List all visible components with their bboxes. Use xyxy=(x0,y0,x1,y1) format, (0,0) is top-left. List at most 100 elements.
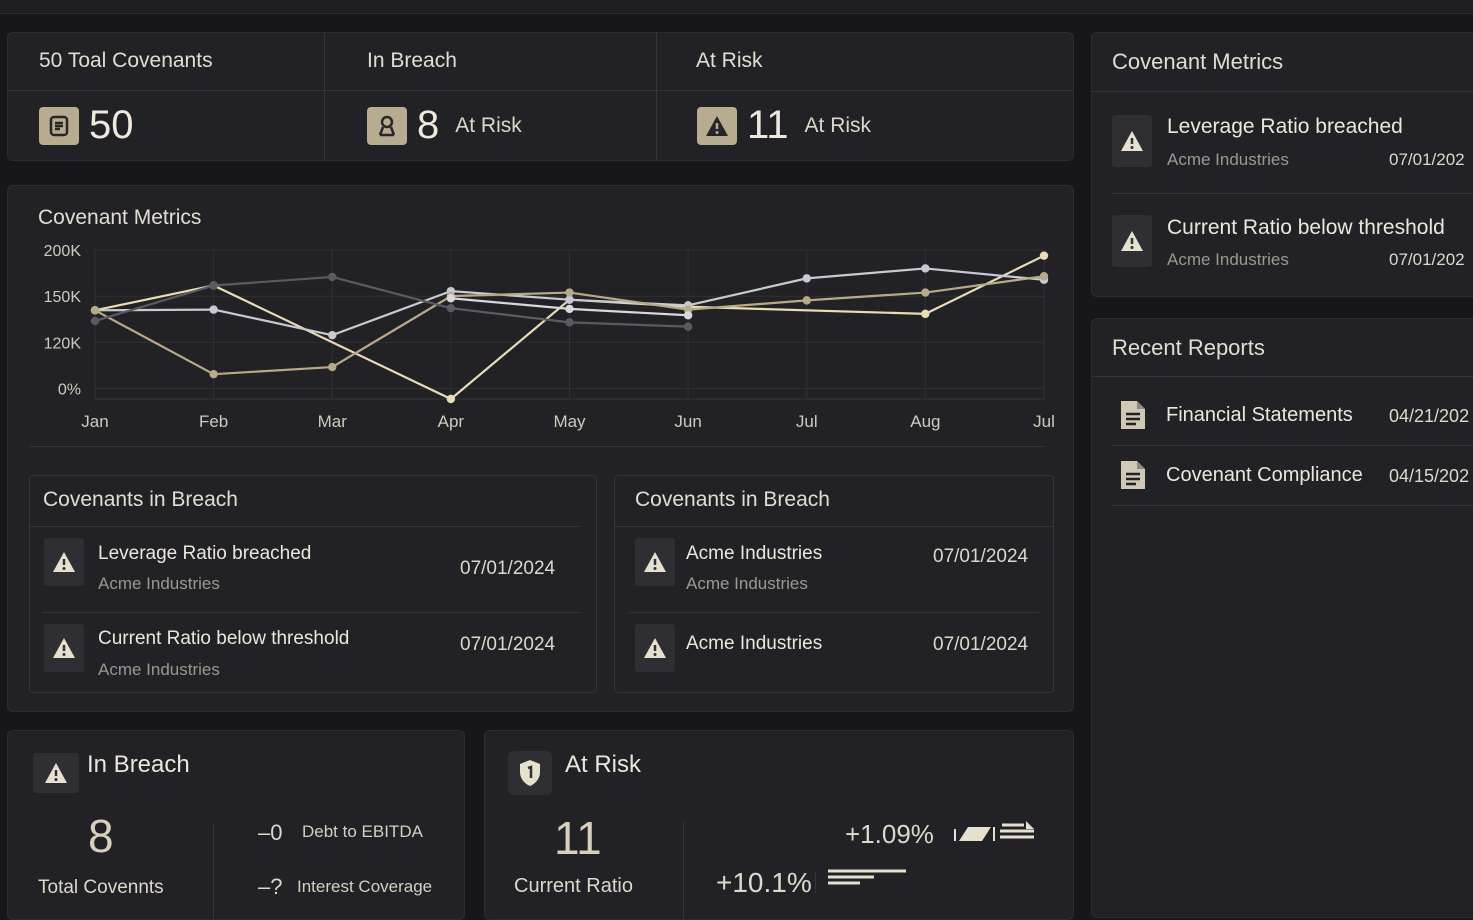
breach-item-company: Acme Industries xyxy=(98,574,220,593)
document-icon xyxy=(1118,459,1148,496)
at-risk-summary-value: 11 xyxy=(554,812,602,864)
at-risk-summary: At Risk 11 Current Ratio +1.09% +10.1% xyxy=(484,730,1074,920)
in-breach-summary-caption: Total Covennts xyxy=(38,877,164,898)
in-breach-value: 8 xyxy=(417,103,440,147)
shield-icon xyxy=(508,751,552,795)
warning-icon xyxy=(44,538,84,586)
breach-item-company: Acme Industries xyxy=(98,660,220,679)
recent-reports-title: Recent Reports xyxy=(1112,335,1265,360)
side-metric-title: Current Ratio below threshold xyxy=(1167,216,1445,239)
warning-badge-icon xyxy=(697,106,737,145)
breach-right-title: Covenants in Breach xyxy=(635,488,830,511)
series-point xyxy=(683,311,693,320)
series-point xyxy=(802,296,811,305)
warning-icon xyxy=(635,538,675,586)
change-b-value: +10.1% xyxy=(716,867,812,898)
covenant-metrics-chart: 200K 150K 120K 0%Jan Feb Mar Apr May Jun Jul Aug Ju… xyxy=(44,243,1055,431)
side-covenant-metrics: Covenant Metrics Leverage Ratio breached… xyxy=(1091,32,1473,297)
series-line xyxy=(94,275,689,328)
x-tick-label: Mar xyxy=(318,412,348,431)
side-metrics-title: Covenant Metrics xyxy=(1112,49,1284,74)
x-tick-label: May xyxy=(553,412,586,431)
recent-reports-panel: Recent Reports Financial Statements 04/2… xyxy=(1091,318,1473,918)
series-point xyxy=(1039,251,1049,260)
at-risk-stat[interactable]: 11 At Risk xyxy=(697,103,871,148)
interest-coverage-label: Interest Coverage xyxy=(297,877,433,896)
at-risk-value: 11 xyxy=(747,103,789,147)
side-metric-date: 07/01/202 xyxy=(1389,150,1465,169)
covenant-metrics-panel: Covenant Metrics 200K 150K 120K 0% Jan Feb Mar… xyxy=(7,185,1074,712)
breach-item-date: 07/01/2024 xyxy=(933,634,1029,655)
side-metric-title: Leverage Ratio breached xyxy=(1167,115,1403,138)
warning-icon xyxy=(44,624,84,672)
series-point xyxy=(802,274,811,283)
debt-ebitda-value: –0 xyxy=(258,820,283,845)
change-a-value: +1.09% xyxy=(845,819,934,849)
series-point xyxy=(328,330,337,340)
x-tick-label: Jul xyxy=(1033,412,1055,431)
series-point xyxy=(90,316,100,326)
breach-item-date: 07/01/2024 xyxy=(933,546,1029,567)
warning-icon xyxy=(1112,115,1152,167)
series-point xyxy=(921,288,930,297)
y-tick-label: 120K xyxy=(44,335,82,352)
breach-item-title: Leverage Ratio breached xyxy=(98,543,312,564)
x-tick-label: Jun xyxy=(674,412,701,431)
top-bar xyxy=(0,0,1473,14)
x-tick-label: Jan xyxy=(81,412,108,431)
breach-item-title: Current Ratio below threshold xyxy=(98,628,350,649)
warning-icon xyxy=(635,624,675,672)
series-point xyxy=(565,318,574,327)
series-point xyxy=(446,303,456,313)
at-risk-summary-caption: Current Ratio xyxy=(514,875,633,897)
y-tick-label: 150K xyxy=(44,289,82,306)
warning-icon xyxy=(1112,215,1152,267)
trend-shape-icon xyxy=(954,821,1038,850)
y-tick-label: 0% xyxy=(58,382,81,399)
in-breach-title: In Breach xyxy=(367,49,457,72)
in-breach-summary: In Breach 8 Total Covennts –0 Debt to EB… xyxy=(7,730,465,920)
at-risk-title: At Risk xyxy=(696,49,763,72)
breach-left-title: Covenants in Breach xyxy=(43,488,238,511)
series-point xyxy=(565,304,574,314)
total-covenants-title: 50 Toal Covenants xyxy=(39,49,213,72)
total-covenants-stat[interactable]: 50 xyxy=(39,103,134,148)
breach-item-date: 07/01/2024 xyxy=(460,634,556,655)
dollar-badge-icon xyxy=(39,106,79,145)
stats-strip: 50 Toal Covenants 50 In Breach 8 At Risk… xyxy=(7,32,1074,161)
series-point xyxy=(90,306,100,315)
x-tick-label: Apr xyxy=(438,412,465,431)
warning-icon xyxy=(33,753,79,793)
at-risk-summary-title: At Risk xyxy=(565,751,642,778)
covenants-in-breach-right: Covenants in Breach Acme Industries Acme… xyxy=(614,475,1054,693)
in-breach-stat[interactable]: 8 At Risk xyxy=(367,103,522,148)
in-breach-summary-value: 8 xyxy=(88,810,114,862)
chart-title: Covenant Metrics xyxy=(38,206,202,229)
covenants-in-breach-left: Covenants in Breach Leverage Ratio breac… xyxy=(29,475,597,693)
trend-lines-icon xyxy=(828,867,908,894)
at-risk-label: At Risk xyxy=(804,113,872,137)
side-metric-date: 07/01/202 xyxy=(1389,250,1465,269)
side-metric-company: Acme Industries xyxy=(1167,150,1289,169)
interest-coverage-value: –? xyxy=(258,874,283,899)
series-point xyxy=(565,295,574,304)
report-date: 04/15/202 xyxy=(1389,466,1470,486)
x-tick-label: Aug xyxy=(910,412,940,431)
total-covenants-value: 50 xyxy=(89,103,134,147)
series-point xyxy=(565,288,574,297)
series-point xyxy=(683,322,693,331)
x-tick-label: Feb xyxy=(199,412,228,431)
debt-ebitda-label: Debt to EBITDA xyxy=(302,822,423,841)
series-point xyxy=(328,272,337,282)
in-breach-summary-title: In Breach xyxy=(87,751,190,778)
series-point xyxy=(921,264,930,273)
series-point xyxy=(328,362,337,372)
breach-item-date: 07/01/2024 xyxy=(460,558,556,579)
series-point xyxy=(209,305,218,314)
series-point xyxy=(446,294,456,303)
series-point xyxy=(209,369,218,379)
breach-item-title: Acme Industries xyxy=(686,633,823,654)
y-tick-label: 200K xyxy=(44,243,82,260)
breach-item-company: Acme Industries xyxy=(686,574,808,593)
series-point xyxy=(209,281,218,290)
